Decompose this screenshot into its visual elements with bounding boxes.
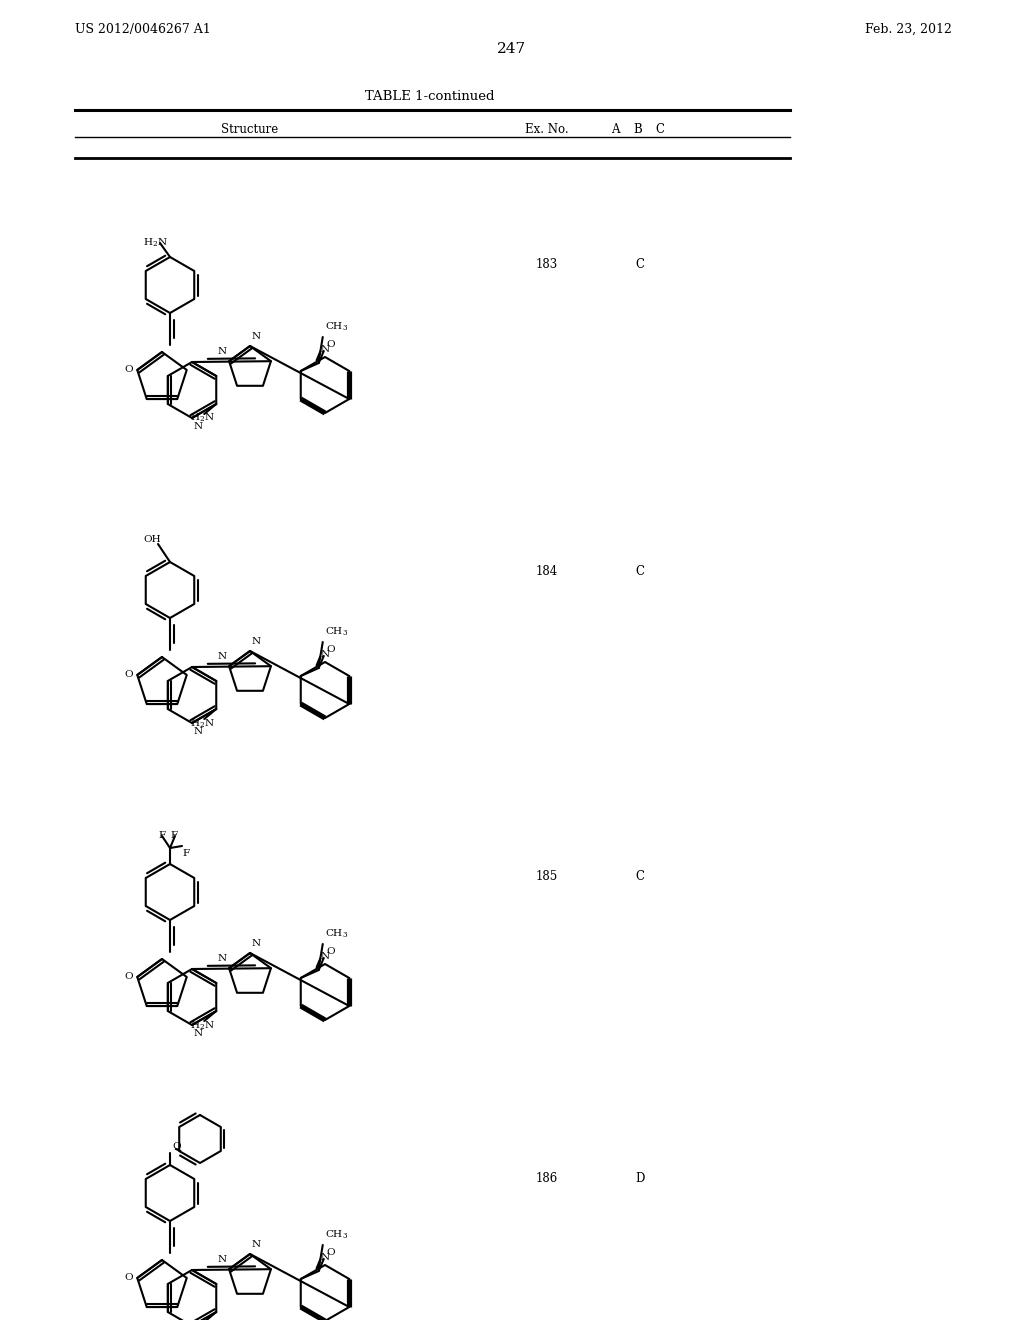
Text: $\mathregular{H_2N}$: $\mathregular{H_2N}$	[189, 412, 214, 425]
Text: N: N	[321, 345, 330, 354]
Text: O: O	[125, 973, 133, 982]
Text: O: O	[172, 1142, 180, 1151]
Text: US 2012/0046267 A1: US 2012/0046267 A1	[75, 22, 211, 36]
Text: N: N	[252, 333, 261, 341]
Text: F: F	[182, 850, 189, 858]
Text: TABLE 1-continued: TABLE 1-continued	[366, 90, 495, 103]
Text: N: N	[194, 1030, 203, 1038]
Text: OH: OH	[143, 535, 161, 544]
Text: C: C	[636, 257, 644, 271]
Text: C: C	[655, 123, 665, 136]
Text: $\mathregular{CH_3}$: $\mathregular{CH_3}$	[325, 626, 348, 638]
Text: $\mathregular{CH_3}$: $\mathregular{CH_3}$	[325, 321, 348, 333]
Text: 185: 185	[536, 870, 558, 883]
Text: B: B	[634, 123, 642, 136]
Text: Structure: Structure	[221, 123, 279, 136]
Text: N: N	[218, 652, 227, 661]
Text: O: O	[327, 1247, 336, 1257]
Text: $\mathregular{CH_3}$: $\mathregular{CH_3}$	[325, 928, 348, 940]
Text: C: C	[636, 870, 644, 883]
Text: N: N	[252, 1239, 261, 1249]
Text: N: N	[218, 1255, 227, 1265]
Text: $\mathregular{H_2N}$: $\mathregular{H_2N}$	[143, 236, 168, 249]
Text: N: N	[194, 727, 203, 737]
Text: $\mathregular{H_2N}$: $\mathregular{H_2N}$	[189, 1019, 214, 1031]
Text: N: N	[218, 954, 227, 964]
Text: F: F	[159, 832, 166, 840]
Text: N: N	[321, 1253, 330, 1262]
Text: N: N	[252, 939, 261, 948]
Text: 247: 247	[498, 42, 526, 55]
Text: A: A	[610, 123, 620, 136]
Text: O: O	[125, 671, 133, 680]
Text: C: C	[636, 565, 644, 578]
Text: Feb. 23, 2012: Feb. 23, 2012	[865, 22, 952, 36]
Text: D: D	[635, 1172, 645, 1185]
Text: N: N	[194, 422, 203, 432]
Text: 184: 184	[536, 565, 558, 578]
Text: O: O	[327, 645, 336, 653]
Text: O: O	[125, 1274, 133, 1283]
Text: 186: 186	[536, 1172, 558, 1185]
Text: N: N	[218, 347, 227, 356]
Text: 183: 183	[536, 257, 558, 271]
Text: O: O	[125, 366, 133, 375]
Text: Ex. No.: Ex. No.	[525, 123, 568, 136]
Text: N: N	[321, 649, 330, 659]
Text: F: F	[170, 832, 177, 840]
Text: O: O	[327, 341, 336, 348]
Text: $\mathregular{CH_3}$: $\mathregular{CH_3}$	[325, 1229, 348, 1241]
Text: $\mathregular{H_2N}$: $\mathregular{H_2N}$	[189, 717, 214, 730]
Text: O: O	[327, 946, 336, 956]
Text: N: N	[321, 952, 330, 961]
Text: N: N	[252, 638, 261, 645]
